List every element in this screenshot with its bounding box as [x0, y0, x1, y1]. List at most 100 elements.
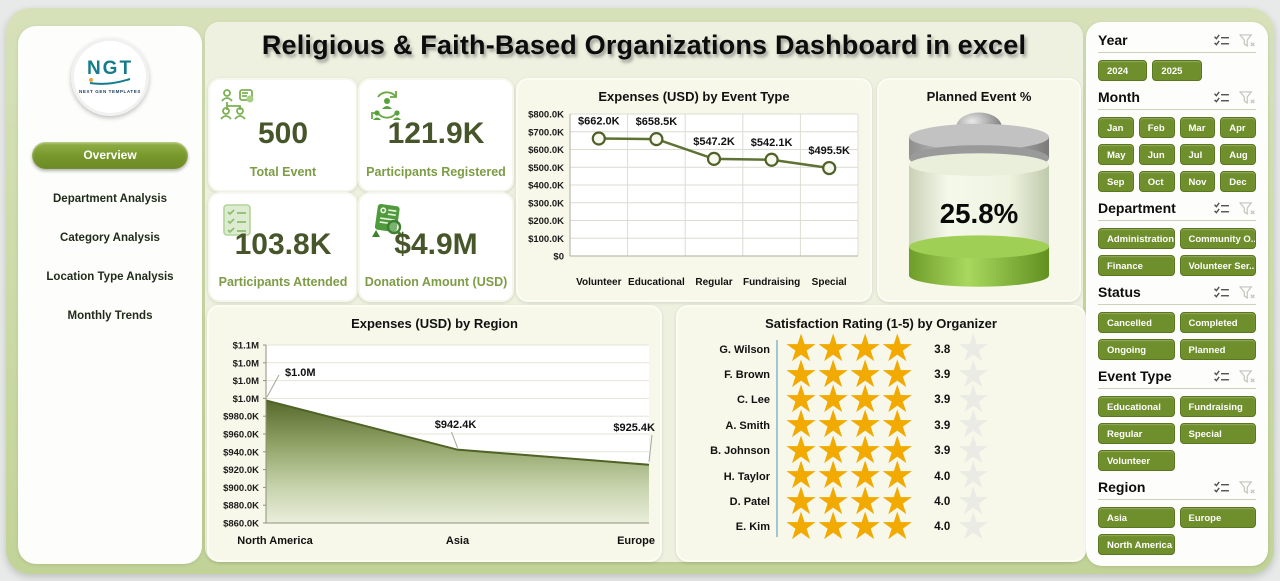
- filter-header: Department: [1098, 200, 1256, 221]
- slicer-button-jun[interactable]: Jun: [1138, 144, 1175, 165]
- rating-value: 3.8: [934, 343, 951, 356]
- svg-text:$500.0K: $500.0K: [528, 163, 564, 174]
- slicer-button-fundraising[interactable]: Fundraising: [1179, 396, 1256, 417]
- slicer-button-volunteer[interactable]: Volunteer: [1098, 450, 1175, 471]
- rating-value: 3.9: [934, 394, 951, 407]
- slicer-button-educational[interactable]: Educational: [1098, 396, 1175, 417]
- filter-label: Department: [1098, 200, 1176, 216]
- slicer-button-europe[interactable]: Europe: [1179, 507, 1256, 528]
- empty-star-icon: ★: [956, 455, 991, 498]
- slicer-button-oct[interactable]: Oct: [1138, 171, 1175, 192]
- slicer-button-feb[interactable]: Feb: [1138, 117, 1175, 138]
- organizer-name: G. Wilson: [719, 343, 770, 356]
- multiselect-icon[interactable]: [1213, 202, 1230, 215]
- svg-text:$547.2K: $547.2K: [693, 136, 735, 148]
- star-rating-icons: ★★★★: [784, 505, 914, 548]
- rating-value: 4.0: [934, 496, 951, 509]
- sidebar-item-department-analysis[interactable]: Department Analysis: [53, 193, 167, 205]
- donation-doc-icon: [372, 204, 405, 239]
- svg-text:$1.0M: $1.0M: [285, 367, 316, 379]
- star-row-f-brown: F. Brown ★★★★ 3.9 ★: [688, 353, 1076, 396]
- rating-value: 3.9: [934, 419, 951, 432]
- multiselect-icon[interactable]: [1213, 91, 1230, 104]
- kpi-participants-attended: 103.8K Participants Attended: [208, 192, 358, 302]
- clear-filter-icon[interactable]: [1239, 201, 1256, 215]
- clear-filter-icon[interactable]: [1239, 480, 1256, 494]
- filter-buttons: 2024 2025: [1098, 60, 1256, 81]
- star-rating-icons: ★★★★: [784, 429, 914, 472]
- star-row-c-lee: C. Lee ★★★★ 3.9 ★: [688, 381, 1076, 419]
- star-row-a-smith: A. Smith ★★★★ 3.9 ★: [688, 406, 1076, 444]
- filter-header: Status: [1098, 284, 1256, 305]
- organizer-name: D. Patel: [729, 496, 770, 509]
- sidebar-item-monthly-trends[interactable]: Monthly Trends: [67, 310, 153, 322]
- filter-label: Month: [1098, 89, 1140, 105]
- slicer-button-2024[interactable]: 2024: [1098, 60, 1148, 81]
- slicer-button-mar[interactable]: Mar: [1179, 117, 1216, 138]
- slicer-button-ongoing[interactable]: Ongoing: [1098, 339, 1175, 360]
- slicer-button-finance[interactable]: Finance: [1098, 255, 1175, 276]
- satisfaction-rating-card: Satisfaction Rating (1-5) by Organizer G…: [676, 305, 1086, 562]
- slicer-button-2025[interactable]: 2025: [1152, 60, 1202, 81]
- svg-text:$880.0K: $880.0K: [223, 501, 259, 512]
- slicer-button-planned[interactable]: Planned: [1179, 339, 1256, 360]
- clear-filter-icon[interactable]: [1239, 33, 1256, 47]
- svg-text:Europe: Europe: [617, 535, 655, 547]
- slicer-button-aug[interactable]: Aug: [1220, 144, 1256, 165]
- sidebar-item-location-type-analysis[interactable]: Location Type Analysis: [46, 271, 174, 283]
- slicer-button-cancelled[interactable]: Cancelled: [1098, 312, 1175, 333]
- organizer-name: C. Lee: [736, 394, 770, 407]
- page-title: Religious & Faith-Based Organizations Da…: [261, 30, 1027, 60]
- multiselect-icon[interactable]: [1213, 370, 1230, 383]
- svg-text:$925.4K: $925.4K: [613, 422, 655, 434]
- logo-subtext: NEXT GEN TEMPLATES: [79, 88, 141, 94]
- org-network-icon: [220, 89, 254, 120]
- slicer-button-volunteer-ser[interactable]: Volunteer Ser...: [1179, 255, 1256, 276]
- clear-filter-icon[interactable]: [1239, 285, 1256, 299]
- multiselect-icon[interactable]: [1213, 481, 1230, 494]
- slicer-button-dec[interactable]: Dec: [1220, 171, 1256, 192]
- battery-gauge: 25.8%: [908, 112, 1050, 287]
- slicer-button-completed[interactable]: Completed: [1179, 312, 1256, 333]
- slicer-button-nov[interactable]: Nov: [1179, 171, 1216, 192]
- kpi-label: Total Event: [249, 165, 317, 179]
- svg-text:$495.5K: $495.5K: [808, 145, 850, 157]
- slicer-button-administration[interactable]: Administration: [1098, 228, 1175, 249]
- slicer-button-asia[interactable]: Asia: [1098, 507, 1175, 528]
- clear-filter-icon[interactable]: [1239, 369, 1256, 383]
- slicer-button-sep[interactable]: Sep: [1098, 171, 1134, 192]
- slicer-button-community-o[interactable]: Community O...: [1179, 228, 1256, 249]
- slicer-button-may[interactable]: May: [1098, 144, 1134, 165]
- slicer-button-jan[interactable]: Jan: [1098, 117, 1134, 138]
- organizer-name: B. Johnson: [710, 445, 770, 458]
- svg-text:Regular: Regular: [695, 277, 732, 288]
- rating-value: 3.9: [934, 369, 951, 382]
- rating-value: 4.0: [934, 521, 951, 534]
- slicer-button-north-america[interactable]: North America: [1098, 534, 1175, 555]
- slicer-button-apr[interactable]: Apr: [1220, 117, 1256, 138]
- multiselect-icon[interactable]: [1213, 34, 1230, 47]
- svg-text:$1.0M: $1.0M: [233, 394, 259, 405]
- sidebar-item-category-analysis[interactable]: Category Analysis: [60, 232, 160, 244]
- slicer-button-special[interactable]: Special: [1179, 423, 1256, 444]
- slicer-button-jul[interactable]: Jul: [1179, 144, 1216, 165]
- star-row-g-wilson: G. Wilson ★★★★ 3.8 ★: [688, 330, 1076, 368]
- empty-star-icon: ★: [956, 353, 991, 396]
- filter-section-status: Status Cancelled Completed Ongoing Planned: [1098, 284, 1256, 360]
- multiselect-icon[interactable]: [1213, 286, 1230, 299]
- empty-star-icon: ★: [956, 505, 991, 548]
- filter-panel: Year 2024 2025 Month Jan Feb Mar Apr May Jun Jul Au…: [1086, 22, 1268, 566]
- svg-text:Volunteer: Volunteer: [576, 277, 621, 288]
- clear-filter-icon[interactable]: [1239, 90, 1256, 104]
- star-row-b-johnson: B. Johnson ★★★★ 3.9 ★: [688, 429, 1076, 472]
- star-rating-icons: ★★★★: [784, 480, 914, 523]
- filter-section-department: Department Administration Community O... Fi…: [1098, 200, 1256, 276]
- slicer-button-regular[interactable]: Regular: [1098, 423, 1175, 444]
- filter-header: Event Type: [1098, 368, 1256, 389]
- expenses-by-event-type-card: Expenses (USD) by Event Type $0 $100.0K $2…: [516, 78, 872, 302]
- filter-label: Status: [1098, 284, 1141, 300]
- organizer-name: F. Brown: [724, 369, 770, 382]
- kpi-value: 103.8K: [234, 227, 332, 261]
- sidebar-item-overview[interactable]: Overview: [32, 142, 188, 169]
